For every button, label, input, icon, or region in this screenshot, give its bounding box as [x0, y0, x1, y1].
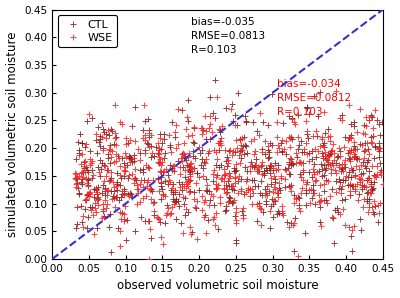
Y-axis label: simulated volumetric soil moisture: simulated volumetric soil moisture	[6, 32, 18, 237]
WSE	[221, 173, 226, 177]
WSE	[113, 184, 118, 187]
CTL	[212, 78, 217, 82]
WSE	[148, 187, 152, 190]
CTL	[279, 150, 284, 153]
WSE	[135, 183, 140, 187]
WSE	[95, 195, 100, 199]
CTL	[187, 189, 192, 192]
WSE	[298, 176, 303, 179]
WSE	[146, 257, 151, 261]
Text: bias=-0.034
RMSE=0.0812
R=0.103: bias=-0.034 RMSE=0.0812 R=0.103	[277, 79, 351, 117]
Line: CTL: CTL	[73, 77, 386, 255]
X-axis label: observed volumetric soil moisture: observed volumetric soil moisture	[117, 280, 318, 292]
Text: bias=-0.035
RMSE=0.0813
R=0.103: bias=-0.035 RMSE=0.0813 R=0.103	[191, 17, 265, 55]
CTL	[270, 197, 275, 201]
CTL	[228, 197, 232, 200]
CTL	[84, 168, 89, 172]
CTL	[142, 148, 147, 151]
Legend: CTL, WSE: CTL, WSE	[58, 15, 117, 47]
CTL	[354, 156, 358, 160]
WSE	[206, 149, 211, 152]
WSE	[334, 89, 338, 92]
WSE	[325, 135, 330, 139]
Line: WSE: WSE	[72, 88, 386, 262]
CTL	[109, 250, 114, 254]
CTL	[352, 145, 356, 148]
